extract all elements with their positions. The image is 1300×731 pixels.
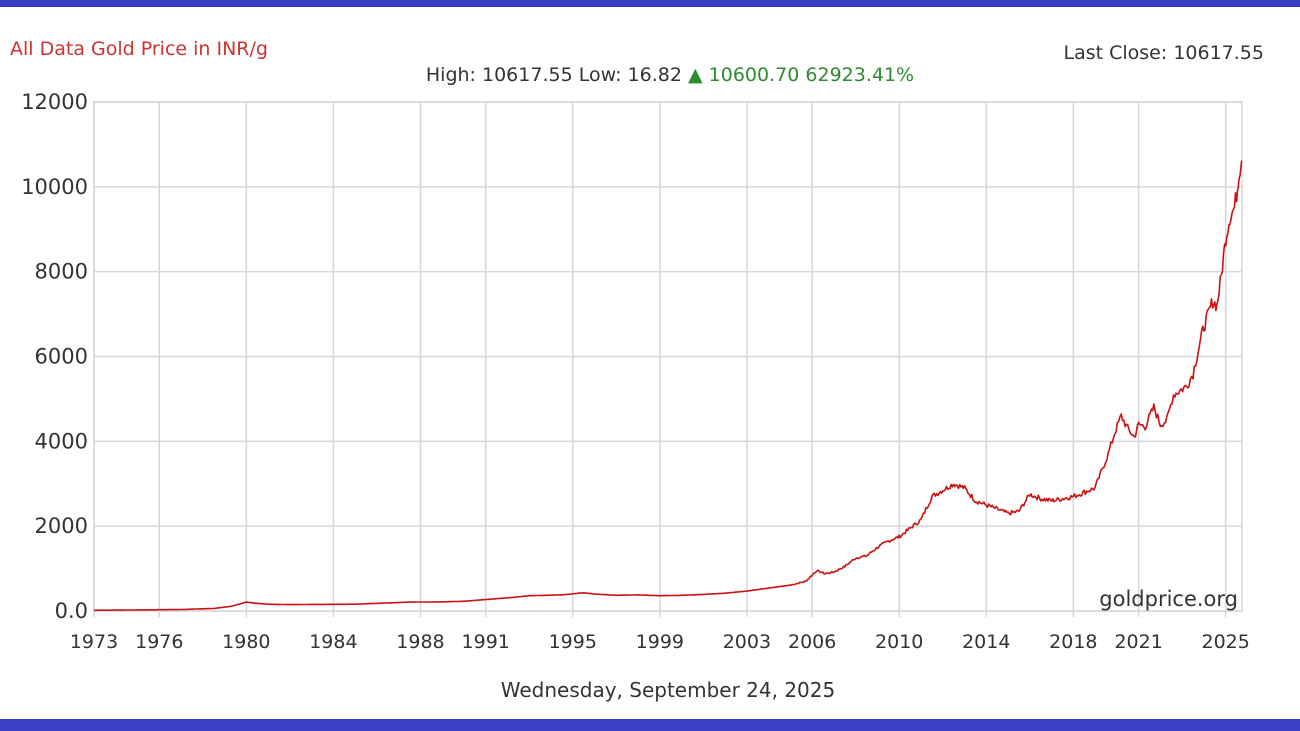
x-tick-label: 1984 [309,631,357,653]
axis-layer: 0.0 2000 4000 6000 8000 10000 12000 1973 1976 198… [21,90,1250,653]
last-close: Last Close: 10617.55 [1064,42,1265,64]
low-value: 16.82 [627,64,682,86]
up-arrow-icon: ▲ [688,64,703,86]
x-tick-label: 2006 [788,631,836,653]
y-tick-label: 10000 [21,175,88,199]
x-tick-label: 1999 [636,631,684,653]
low-label: Low: [578,64,622,86]
series-layer [94,160,1243,612]
y-tick-label: 0.0 [55,599,88,623]
x-tick-label: 2010 [875,631,923,653]
watermark: goldprice.org [1099,587,1238,611]
last-close-label: Last Close: [1063,42,1168,64]
y-tick-label: 8000 [35,260,88,284]
price-series-line [94,160,1243,612]
bottom-frame-bar [0,719,1300,731]
change-percent: 62923.41% [805,64,915,86]
x-tick-label: 2018 [1049,631,1097,653]
last-close-value: 10617.55 [1173,42,1264,64]
x-tick-label: 2025 [1201,631,1249,653]
price-stats: High: 10617.55 Low: 16.82 ▲ 10600.70 629… [0,64,1300,86]
x-tick-label: 2021 [1114,631,1162,653]
y-tick-label: 12000 [21,90,88,114]
footer-date: Wednesday, September 24, 2025 [500,678,836,702]
x-tick-label: 1973 [70,631,118,653]
x-tick-label: 1995 [549,631,597,653]
change-value: 10600.70 [708,64,800,86]
chart-title: All Data Gold Price in INR/g [10,38,268,60]
high-value: 10617.55 [482,64,573,86]
y-tick-label: 2000 [35,514,88,538]
top-frame-bar [0,0,1300,7]
high-label: High: [425,64,476,86]
y-tick-label: 4000 [35,429,88,453]
x-tick-label: 1991 [462,631,510,653]
x-tick-label: 1976 [135,631,183,653]
x-tick-label: 2014 [962,631,1010,653]
x-tick-label: 1980 [222,631,270,653]
x-tick-label: 1988 [396,631,444,653]
grid-layer [93,101,1243,617]
x-tick-label: 2003 [723,631,771,653]
y-tick-label: 6000 [35,345,88,369]
